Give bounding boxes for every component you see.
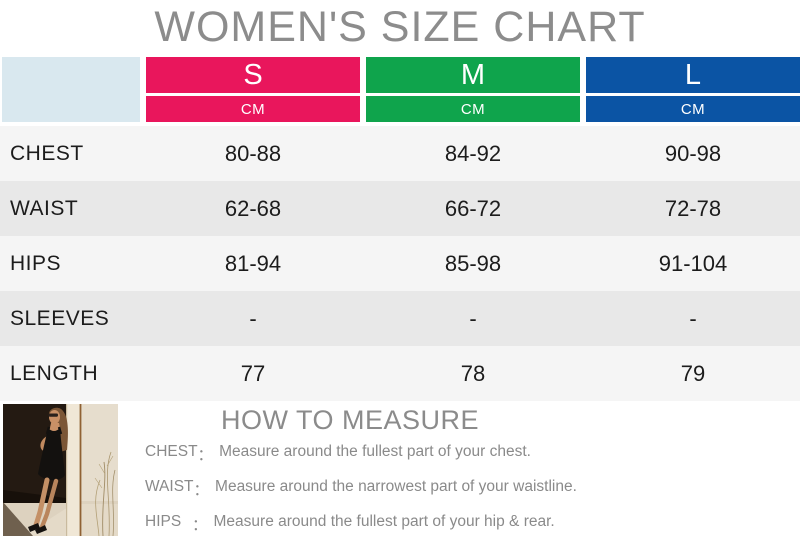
how-to-measure-section: HOW TO MEASURE CHEST： Measure around the … bbox=[0, 402, 800, 538]
table-row-waist: WAIST 62-68 66-72 72-78 bbox=[0, 181, 800, 236]
unit-header-m: CM bbox=[366, 96, 580, 122]
size-header-l: L bbox=[586, 57, 800, 93]
measure-instructions: CHEST： Measure around the fullest part of… bbox=[145, 443, 577, 548]
row-value: 91-104 bbox=[658, 250, 728, 276]
table-row-sleeves: SLEEVES - - - bbox=[0, 291, 800, 346]
measure-colon: ： bbox=[193, 482, 210, 499]
measure-colon: ： bbox=[197, 447, 214, 464]
unit-header-l: CM bbox=[586, 96, 800, 122]
row-value: - bbox=[249, 305, 257, 331]
size-header-m: M bbox=[366, 57, 580, 93]
measure-label: CHEST bbox=[145, 443, 198, 460]
row-label: WAIST bbox=[10, 196, 79, 220]
row-value: 72-78 bbox=[664, 195, 722, 221]
row-value: 84-92 bbox=[444, 140, 502, 166]
measure-text: Measure around the narrowest part of you… bbox=[215, 478, 577, 495]
row-value: 79 bbox=[680, 360, 706, 386]
measure-line-chest: CHEST： Measure around the fullest part of… bbox=[145, 443, 577, 478]
row-label: CHEST bbox=[10, 141, 84, 165]
how-to-measure-heading: HOW TO MEASURE bbox=[220, 405, 480, 435]
measure-line-waist: WAIST： Measure around the narrowest part … bbox=[145, 478, 577, 513]
row-label: HIPS bbox=[10, 251, 62, 275]
table-row-chest: CHEST 80-88 84-92 90-98 bbox=[0, 126, 800, 181]
row-value: 81-94 bbox=[224, 250, 282, 276]
measure-text: Measure around the fullest part of your … bbox=[219, 443, 531, 460]
table-row-hips: HIPS 81-94 85-98 91-104 bbox=[0, 236, 800, 291]
measure-label: HIPS bbox=[145, 513, 182, 530]
measure-line-hips: HIPS ： Measure around the fullest part of … bbox=[145, 513, 577, 548]
header-spacer-cell bbox=[2, 57, 140, 122]
row-label: SLEEVES bbox=[10, 306, 110, 330]
row-label: LENGTH bbox=[10, 361, 99, 385]
size-header-s: S bbox=[146, 57, 360, 93]
model-photo bbox=[3, 404, 118, 536]
measure-colon: ： bbox=[192, 517, 208, 534]
row-value: 78 bbox=[460, 360, 486, 386]
row-value: 62-68 bbox=[224, 195, 282, 221]
size-table-body: CHEST 80-88 84-92 90-98 WAIST 62-68 66-7… bbox=[0, 126, 800, 401]
unit-header-s: CM bbox=[146, 96, 360, 122]
row-value: 85-98 bbox=[444, 250, 502, 276]
row-value: - bbox=[689, 305, 697, 331]
size-table-header: S M L CM CM CM bbox=[0, 57, 800, 122]
row-value: 80-88 bbox=[224, 140, 282, 166]
table-row-length: LENGTH 77 78 79 bbox=[0, 346, 800, 401]
row-value: 77 bbox=[240, 360, 266, 386]
measure-label: WAIST bbox=[145, 478, 194, 495]
measure-text: Measure around the fullest part of your … bbox=[213, 513, 555, 530]
row-value: 66-72 bbox=[444, 195, 502, 221]
page-title: WOMEN'S SIZE CHART bbox=[154, 3, 646, 51]
row-value: - bbox=[469, 305, 477, 331]
row-value: 90-98 bbox=[664, 140, 722, 166]
